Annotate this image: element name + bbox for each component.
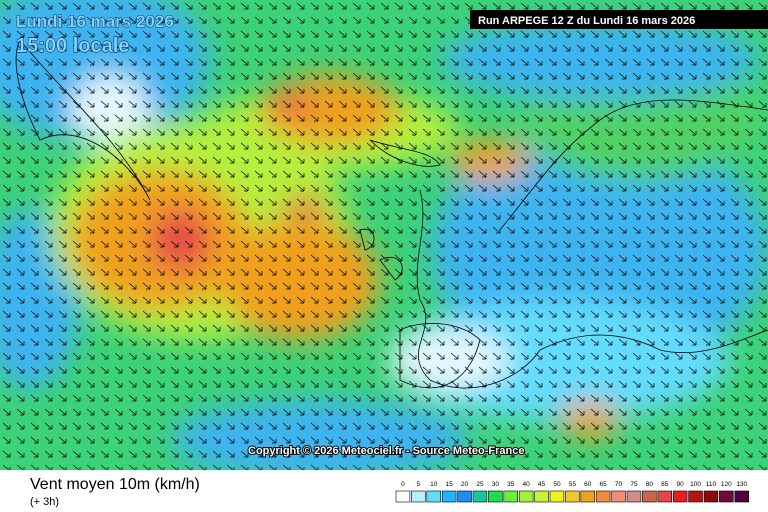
legend-tick: 35 [507,481,515,488]
legend-swatch [457,490,472,503]
legend-swatch [703,490,719,503]
legend-swatch [488,490,503,503]
run-box [470,10,768,29]
legend-tick: 40 [523,481,531,488]
legend-swatch [441,490,457,503]
legend-swatch [426,490,441,503]
legend-swatch [503,490,518,503]
legend-tick: 45 [538,481,546,488]
legend-tick: 110 [706,481,717,488]
date: Lundi 16 mars 2026 [16,12,174,31]
legend-tick: 10 [430,481,438,488]
legend-swatch [411,490,426,503]
legend-swatch [642,490,657,503]
run: Run ARPEGE 12 Z du Lundi 16 mars 2026 [478,15,695,27]
legend-swatch [580,490,595,503]
legend-swatch [549,490,565,503]
legend-tick: 25 [476,481,484,488]
legend-tick: 30 [492,481,500,488]
legend-swatch [657,490,672,503]
legend-swatch [472,490,488,503]
legend-swatch [626,490,642,503]
legend-tick: 130 [736,481,747,488]
legend-swatch [611,490,626,503]
legend-swatch [534,490,549,503]
legend-tick: 5 [417,481,421,488]
hour: 15:00 locale [16,35,129,57]
legend-tick: 20 [461,481,469,488]
legend-swatch [595,490,611,503]
legend-tick: 75 [630,481,638,488]
legend-tick: 70 [615,481,623,488]
wind-field [0,0,768,470]
legend-swatch [672,490,688,503]
legend: 0 5 10 15 20 25 30 35 40 45 50 55 60 65 70 75 80 85 90 100 1… [395,481,749,503]
legend-swatch [565,490,580,503]
legend-swatch [395,490,411,503]
footer-title: Vent moyen 10m (km/h) [30,476,200,493]
legend-swatch [719,490,734,503]
legend-tick: 120 [721,481,732,488]
legend-tick: 0 [401,481,405,488]
legend-swatch [688,490,703,503]
legend-tick: 80 [646,481,654,488]
legend-tick: 55 [569,481,577,488]
copyright: Copyright © 2026 Meteociel.fr - Source M… [248,445,524,457]
legend-swatch [734,490,749,503]
legend-tick: 65 [600,481,608,488]
legend-tick: 85 [661,481,669,488]
footer-step: (+ 3h) [30,496,59,508]
legend-tick: 90 [677,481,685,488]
legend-swatch [518,490,534,503]
legend-tick: 50 [553,481,561,488]
legend-tick: 60 [584,481,592,488]
legend-tick: 100 [690,481,701,488]
legend-tick: 15 [446,481,454,488]
